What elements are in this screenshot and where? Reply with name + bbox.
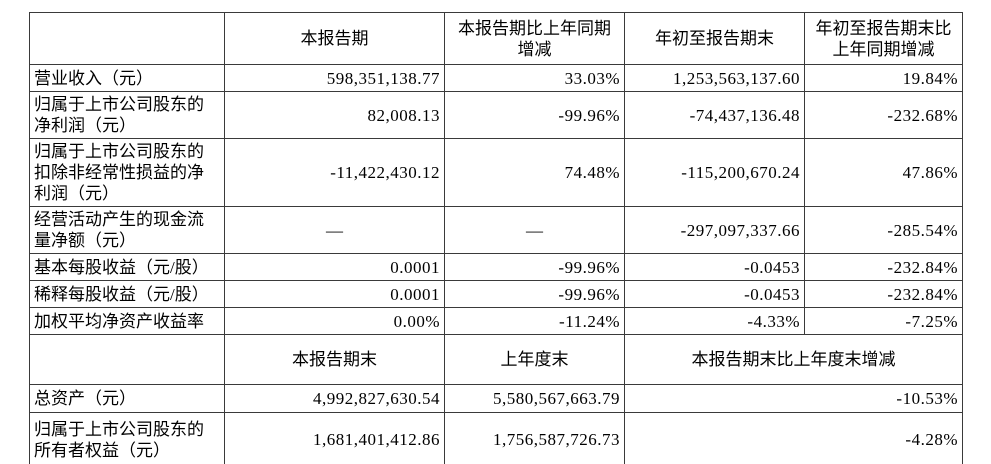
header-change-vs-prior-year-end: 本报告期末比上年度末增减 bbox=[624, 334, 963, 385]
header-ytd-vs-prior-year: 年初至报告期末比 上年同期增减 bbox=[804, 12, 963, 65]
row-net-profit-excl-nonrecurring: 归属于上市公司股东的扣除非经常性损益的净利润（元） -11,422,430.12… bbox=[29, 138, 963, 207]
value-cell: -4.28% bbox=[624, 412, 963, 464]
value-cell: -297,097,337.66 bbox=[624, 206, 805, 254]
value-cell: 33.03% bbox=[444, 64, 625, 92]
row-label: 归属于上市公司股东的所有者权益（元） bbox=[29, 412, 225, 464]
row-label: 稀释每股收益（元/股） bbox=[29, 280, 225, 308]
value-cell: 4,992,827,630.54 bbox=[224, 384, 445, 413]
value-cell: 82,008.13 bbox=[224, 91, 445, 139]
value-cell: 0.00% bbox=[224, 307, 445, 335]
row-operating-revenue: 营业收入（元） 598,351,138.77 33.03% 1,253,563,… bbox=[29, 64, 963, 92]
empty-dash-cell: — bbox=[224, 206, 445, 254]
value-cell: -7.25% bbox=[804, 307, 963, 335]
header-end-of-prior-year: 上年度末 bbox=[444, 334, 625, 385]
value-cell: -232.84% bbox=[804, 253, 963, 281]
value-cell: 598,351,138.77 bbox=[224, 64, 445, 92]
row-diluted-eps: 稀释每股收益（元/股） 0.0001 -99.96% -0.0453 -232.… bbox=[29, 280, 963, 308]
row-operating-cash-flow: 经营活动产生的现金流量净额（元） — — -297,097,337.66 -28… bbox=[29, 206, 963, 254]
row-label: 营业收入（元） bbox=[29, 64, 225, 92]
value-cell: -11.24% bbox=[444, 307, 625, 335]
corner-empty-cell bbox=[29, 334, 225, 385]
value-cell: -285.54% bbox=[804, 206, 963, 254]
value-cell: -0.0453 bbox=[624, 280, 805, 308]
section2-header-row: 本报告期末 上年度末 本报告期末比上年度末增减 bbox=[29, 334, 963, 385]
value-cell: -99.96% bbox=[444, 253, 625, 281]
row-net-profit-attributable: 归属于上市公司股东的净利润（元） 82,008.13 -99.96% -74,4… bbox=[29, 91, 963, 139]
row-label: 经营活动产生的现金流量净额（元） bbox=[29, 206, 225, 254]
value-cell: -4.33% bbox=[624, 307, 805, 335]
corner-empty-cell bbox=[29, 12, 225, 65]
value-cell: -99.96% bbox=[444, 91, 625, 139]
value-cell: -115,200,670.24 bbox=[624, 138, 805, 207]
row-label: 归属于上市公司股东的净利润（元） bbox=[29, 91, 225, 139]
section1-header-row: 本报告期 本报告期比上年同期 增减 年初至报告期末 年初至报告期末比 上年同期增… bbox=[29, 12, 963, 65]
row-weighted-avg-roe: 加权平均净资产收益率 0.00% -11.24% -4.33% -7.25% bbox=[29, 307, 963, 335]
row-total-assets: 总资产（元） 4,992,827,630.54 5,580,567,663.79… bbox=[29, 384, 963, 413]
value-cell: -232.68% bbox=[804, 91, 963, 139]
row-basic-eps: 基本每股收益（元/股） 0.0001 -99.96% -0.0453 -232.… bbox=[29, 253, 963, 281]
row-label: 加权平均净资产收益率 bbox=[29, 307, 225, 335]
value-cell: 1,681,401,412.86 bbox=[224, 412, 445, 464]
header-year-to-date: 年初至报告期末 bbox=[624, 12, 805, 65]
value-cell: 0.0001 bbox=[224, 253, 445, 281]
value-cell: 1,253,563,137.60 bbox=[624, 64, 805, 92]
header-current-period: 本报告期 bbox=[224, 12, 445, 65]
value-cell: 19.84% bbox=[804, 64, 963, 92]
key-accounting-data-table: 本报告期 本报告期比上年同期 增减 年初至报告期末 年初至报告期末比 上年同期增… bbox=[29, 12, 963, 464]
row-label: 基本每股收益（元/股） bbox=[29, 253, 225, 281]
value-cell: 0.0001 bbox=[224, 280, 445, 308]
header-current-vs-prior-year: 本报告期比上年同期 增减 bbox=[444, 12, 625, 65]
header-end-of-period: 本报告期末 bbox=[224, 334, 445, 385]
value-cell: -74,437,136.48 bbox=[624, 91, 805, 139]
value-cell: 74.48% bbox=[444, 138, 625, 207]
row-label: 归属于上市公司股东的扣除非经常性损益的净利润（元） bbox=[29, 138, 225, 207]
row-label: 总资产（元） bbox=[29, 384, 225, 413]
value-cell: -0.0453 bbox=[624, 253, 805, 281]
value-cell: 1,756,587,726.73 bbox=[444, 412, 625, 464]
value-cell: 47.86% bbox=[804, 138, 963, 207]
value-cell: -232.84% bbox=[804, 280, 963, 308]
row-owners-equity-attributable: 归属于上市公司股东的所有者权益（元） 1,681,401,412.86 1,75… bbox=[29, 412, 963, 464]
value-cell: -99.96% bbox=[444, 280, 625, 308]
value-cell: -11,422,430.12 bbox=[224, 138, 445, 207]
empty-dash-cell: — bbox=[444, 206, 625, 254]
value-cell: -10.53% bbox=[624, 384, 963, 413]
value-cell: 5,580,567,663.79 bbox=[444, 384, 625, 413]
